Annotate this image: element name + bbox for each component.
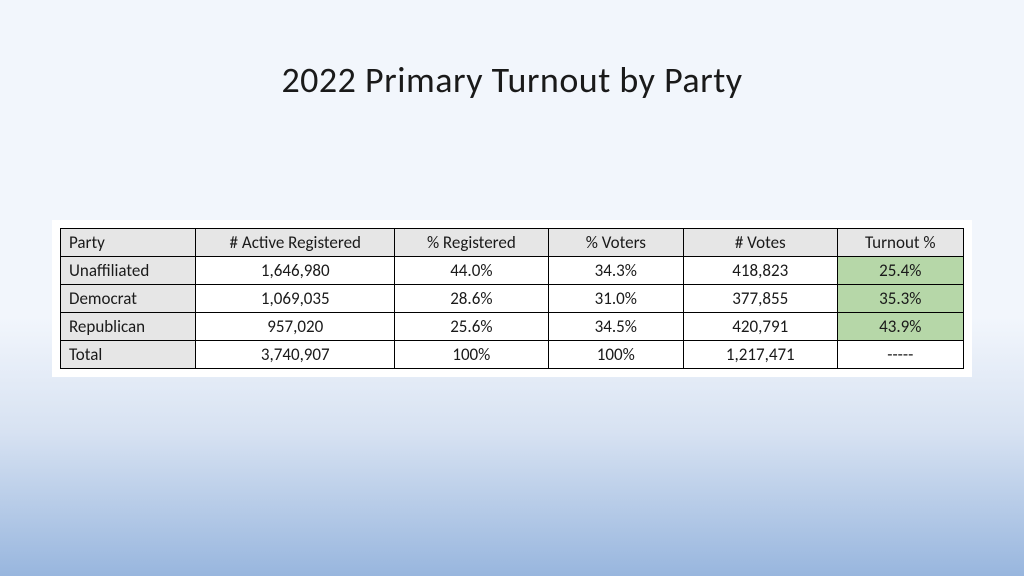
cell-active-reg: 957,020 (196, 313, 395, 341)
col-header-active-reg: # Active Registered (196, 229, 395, 257)
col-header-turnout: Turnout % (837, 229, 963, 257)
cell-active-reg: 1,646,980 (196, 257, 395, 285)
cell-party: Unaffiliated (61, 257, 196, 285)
col-header-party: Party (61, 229, 196, 257)
cell-pct-voters: 34.5% (548, 313, 683, 341)
cell-pct-reg: 25.6% (395, 313, 549, 341)
cell-pct-reg: 100% (395, 341, 549, 369)
table-body: Unaffiliated 1,646,980 44.0% 34.3% 418,8… (61, 257, 964, 369)
col-header-pct-reg: % Registered (395, 229, 549, 257)
slide: 2022 Primary Turnout by Party Party # Ac… (0, 0, 1024, 576)
cell-turnout: 35.3% (837, 285, 963, 313)
cell-pct-voters: 100% (548, 341, 683, 369)
cell-votes: 418,823 (684, 257, 838, 285)
cell-turnout: 43.9% (837, 313, 963, 341)
cell-party: Democrat (61, 285, 196, 313)
table-row: Unaffiliated 1,646,980 44.0% 34.3% 418,8… (61, 257, 964, 285)
cell-party: Total (61, 341, 196, 369)
cell-pct-reg: 44.0% (395, 257, 549, 285)
table-row: Republican 957,020 25.6% 34.5% 420,791 4… (61, 313, 964, 341)
cell-pct-voters: 34.3% (548, 257, 683, 285)
cell-votes: 1,217,471 (684, 341, 838, 369)
cell-votes: 377,855 (684, 285, 838, 313)
cell-pct-voters: 31.0% (548, 285, 683, 313)
table-row: Democrat 1,069,035 28.6% 31.0% 377,855 3… (61, 285, 964, 313)
table-row-total: Total 3,740,907 100% 100% 1,217,471 ----… (61, 341, 964, 369)
table-header-row: Party # Active Registered % Registered %… (61, 229, 964, 257)
cell-turnout: 25.4% (837, 257, 963, 285)
cell-active-reg: 3,740,907 (196, 341, 395, 369)
cell-party: Republican (61, 313, 196, 341)
cell-active-reg: 1,069,035 (196, 285, 395, 313)
turnout-table-container: Party # Active Registered % Registered %… (52, 220, 972, 377)
cell-votes: 420,791 (684, 313, 838, 341)
cell-turnout: ----- (837, 341, 963, 369)
turnout-table: Party # Active Registered % Registered %… (60, 228, 964, 369)
slide-title: 2022 Primary Turnout by Party (0, 0, 1024, 102)
col-header-votes: # Votes (684, 229, 838, 257)
cell-pct-reg: 28.6% (395, 285, 549, 313)
col-header-pct-voters: % Voters (548, 229, 683, 257)
